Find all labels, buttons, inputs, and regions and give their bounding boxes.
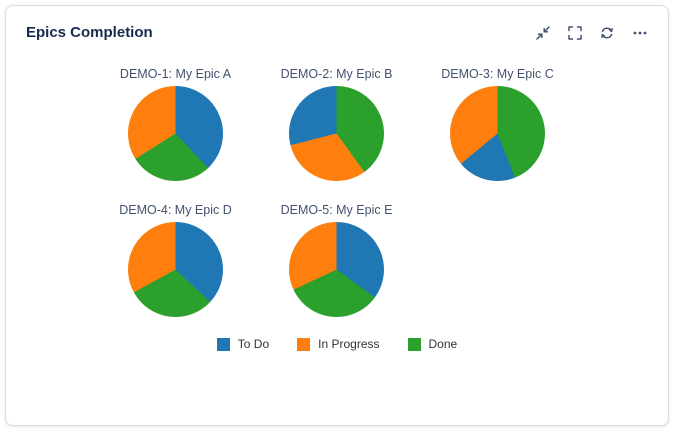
card-header: Epics Completion: [6, 6, 668, 41]
in-progress-swatch: [297, 337, 311, 351]
pie-title: DEMO-4: My Epic D: [119, 203, 232, 217]
card-title: Epics Completion: [26, 24, 153, 41]
pie-chart-grid: DEMO-1: My Epic A DEMO-2: My Epic B DEMO…: [95, 67, 668, 317]
epic-pie-cell-demo-3: DEMO-3: My Epic C: [417, 67, 578, 181]
ellipsis-icon: [632, 26, 648, 40]
more-button[interactable]: [632, 26, 648, 40]
legend-item-in-progress: In Progress: [297, 337, 380, 351]
pie-chart: [450, 86, 545, 181]
epic-pie-cell-demo-4: DEMO-4: My Epic D: [95, 203, 256, 317]
epic-pie-cell-demo-1: DEMO-1: My Epic A: [95, 67, 256, 181]
legend-label: In Progress: [318, 337, 380, 351]
pie-chart: [289, 86, 384, 181]
pie-chart: [128, 86, 223, 181]
legend-item-done: Done: [407, 337, 458, 351]
chart-legend: To Do In Progress Done: [6, 337, 668, 351]
refresh-arrows-icon: [600, 26, 614, 40]
card-toolbar: [536, 25, 648, 40]
epic-pie-cell-demo-5: DEMO-5: My Epic E: [256, 203, 417, 317]
epics-completion-card: Epics Completion: [5, 5, 669, 426]
pie-chart: [128, 222, 223, 317]
epic-pie-cell-demo-2: DEMO-2: My Epic B: [256, 67, 417, 181]
legend-label: Done: [428, 337, 458, 351]
legend-item-todo: To Do: [216, 337, 270, 351]
todo-swatch: [216, 337, 230, 351]
collapse-arrows-icon: [536, 25, 550, 40]
pie-title: DEMO-1: My Epic A: [119, 67, 232, 81]
pie-title: DEMO-5: My Epic E: [280, 203, 393, 217]
refresh-button[interactable]: [600, 26, 614, 40]
collapse-button[interactable]: [536, 25, 550, 40]
pie-chart: [289, 222, 384, 317]
expand-button[interactable]: [568, 25, 582, 40]
fullscreen-brackets-icon: [568, 25, 582, 40]
pie-title: DEMO-2: My Epic B: [280, 67, 393, 81]
pie-title: DEMO-3: My Epic C: [441, 67, 554, 81]
done-swatch: [407, 337, 421, 351]
legend-label: To Do: [237, 337, 270, 351]
